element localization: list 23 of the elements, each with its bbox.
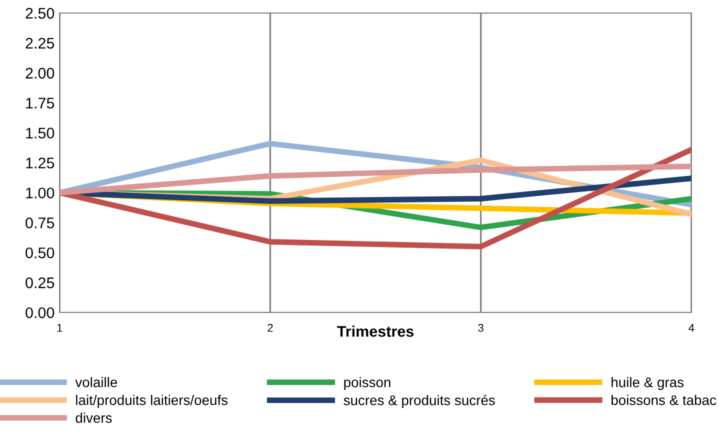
x-tick-label: 2 <box>268 324 273 332</box>
x-tick-label: 1 <box>57 324 62 332</box>
legend-label: poisson <box>344 377 390 390</box>
y-tick-label: 0.50 <box>26 247 54 258</box>
y-tick-label: 2.25 <box>26 38 54 49</box>
y-tick-label: 2.50 <box>26 8 54 19</box>
legend-label: sucres & produits sucrés <box>344 394 495 408</box>
y-tick-label: 0.25 <box>26 277 54 288</box>
legend-label: divers <box>76 412 112 423</box>
legend-label: huile & gras <box>612 377 684 390</box>
y-tick-label: 2.00 <box>26 68 54 79</box>
y-tick-label: 1.75 <box>26 98 54 109</box>
x-tick-label: 4 <box>688 324 694 332</box>
y-tick-label: 1.25 <box>26 158 54 168</box>
legend-label: volaille <box>75 377 118 388</box>
x-tick-label: 3 <box>478 324 484 332</box>
y-tick-label: 1.50 <box>26 128 54 138</box>
legend-label: boissons & tabac <box>612 394 716 406</box>
y-tick-label: 0.75 <box>26 218 54 228</box>
y-tick-label: 0.00 <box>26 307 54 318</box>
legend-label: lait/produits laitiers/oeufs <box>76 394 228 408</box>
y-tick-label: 1.00 <box>26 188 54 198</box>
x-axis-title: Trimestres <box>337 326 414 337</box>
